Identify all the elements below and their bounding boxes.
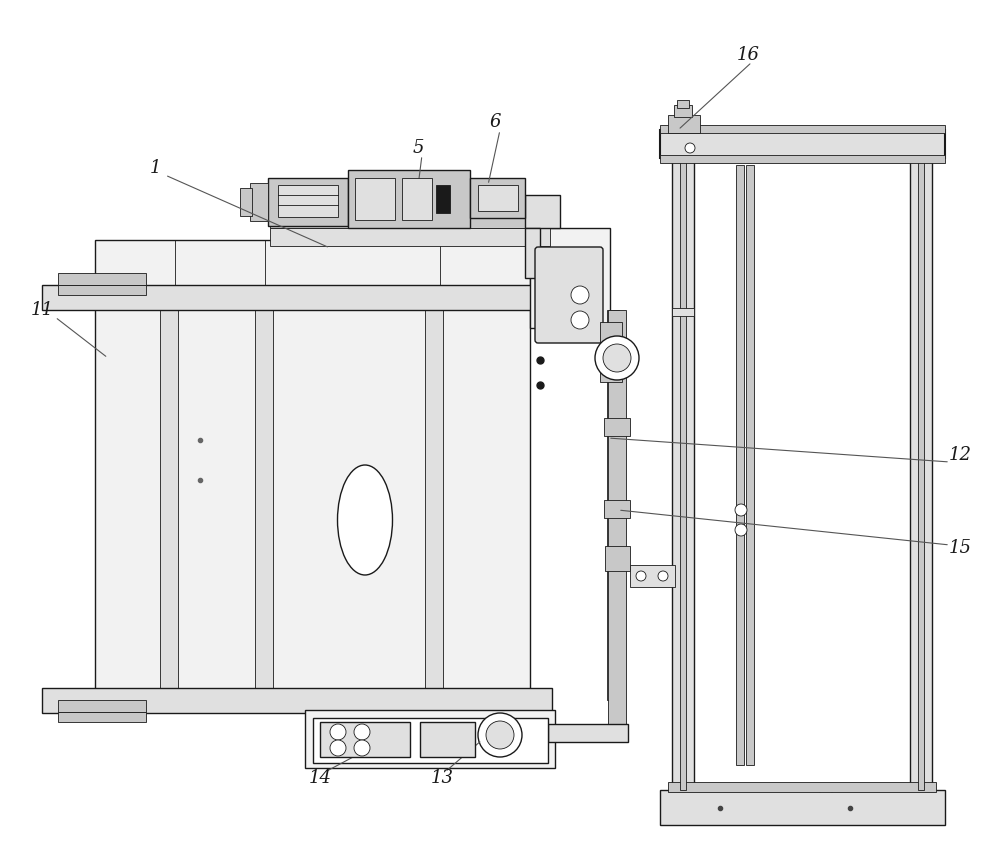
Circle shape — [354, 724, 370, 740]
Bar — [660, 130, 945, 158]
Text: 14: 14 — [308, 769, 332, 787]
Text: 16: 16 — [736, 46, 760, 64]
Text: 15: 15 — [948, 539, 972, 557]
Bar — [674, 105, 692, 117]
Text: 11: 11 — [30, 301, 54, 319]
Bar — [355, 178, 395, 220]
Bar — [268, 178, 348, 226]
Bar — [672, 155, 694, 790]
Bar — [270, 212, 550, 228]
Text: 1: 1 — [149, 159, 161, 177]
Bar — [305, 710, 555, 768]
Bar — [746, 165, 754, 765]
Bar — [42, 688, 552, 713]
Bar — [600, 322, 622, 382]
Text: 5: 5 — [412, 139, 424, 157]
Bar — [420, 722, 475, 757]
Circle shape — [330, 740, 346, 756]
Circle shape — [571, 311, 589, 329]
Bar — [255, 310, 273, 688]
Bar — [668, 115, 700, 133]
Bar — [250, 183, 268, 221]
Bar — [470, 178, 525, 218]
Bar — [278, 185, 338, 217]
Bar — [436, 185, 450, 213]
Bar — [660, 155, 945, 163]
Bar — [58, 273, 146, 285]
Bar — [42, 285, 552, 310]
Bar — [918, 155, 924, 790]
Circle shape — [571, 286, 589, 304]
Bar — [668, 782, 936, 792]
Bar — [402, 178, 432, 220]
Circle shape — [486, 721, 514, 749]
Bar — [425, 310, 443, 688]
Circle shape — [735, 524, 747, 536]
Bar — [680, 155, 686, 790]
Circle shape — [595, 336, 639, 380]
Bar — [95, 240, 530, 700]
Bar — [525, 195, 560, 228]
Circle shape — [478, 713, 522, 757]
Circle shape — [330, 724, 346, 740]
Bar — [348, 170, 470, 228]
Bar — [58, 712, 146, 722]
Bar — [160, 310, 178, 688]
Bar — [478, 185, 518, 211]
Circle shape — [658, 571, 668, 581]
Bar — [320, 722, 410, 757]
Bar — [313, 718, 548, 763]
Bar — [660, 790, 945, 825]
Circle shape — [685, 143, 695, 153]
Bar — [736, 165, 744, 765]
Bar — [604, 500, 630, 518]
Bar — [910, 155, 932, 790]
Bar — [677, 100, 689, 108]
Ellipse shape — [338, 465, 392, 575]
Bar — [604, 418, 630, 436]
Bar — [605, 546, 630, 571]
Bar — [607, 310, 619, 700]
Text: 13: 13 — [430, 769, 454, 787]
Circle shape — [735, 504, 747, 516]
Text: 6: 6 — [489, 113, 501, 131]
Bar — [525, 228, 540, 278]
FancyBboxPatch shape — [535, 247, 603, 343]
Bar — [58, 700, 146, 712]
Text: 12: 12 — [948, 446, 972, 464]
Circle shape — [603, 344, 631, 372]
Bar — [530, 228, 610, 328]
Circle shape — [636, 571, 646, 581]
Bar — [548, 724, 628, 742]
Bar — [58, 285, 146, 295]
Bar — [672, 308, 694, 316]
Circle shape — [354, 740, 370, 756]
Bar — [240, 188, 252, 216]
Bar — [630, 565, 675, 587]
Bar — [660, 125, 945, 133]
Bar — [608, 310, 626, 730]
Bar — [270, 228, 550, 246]
